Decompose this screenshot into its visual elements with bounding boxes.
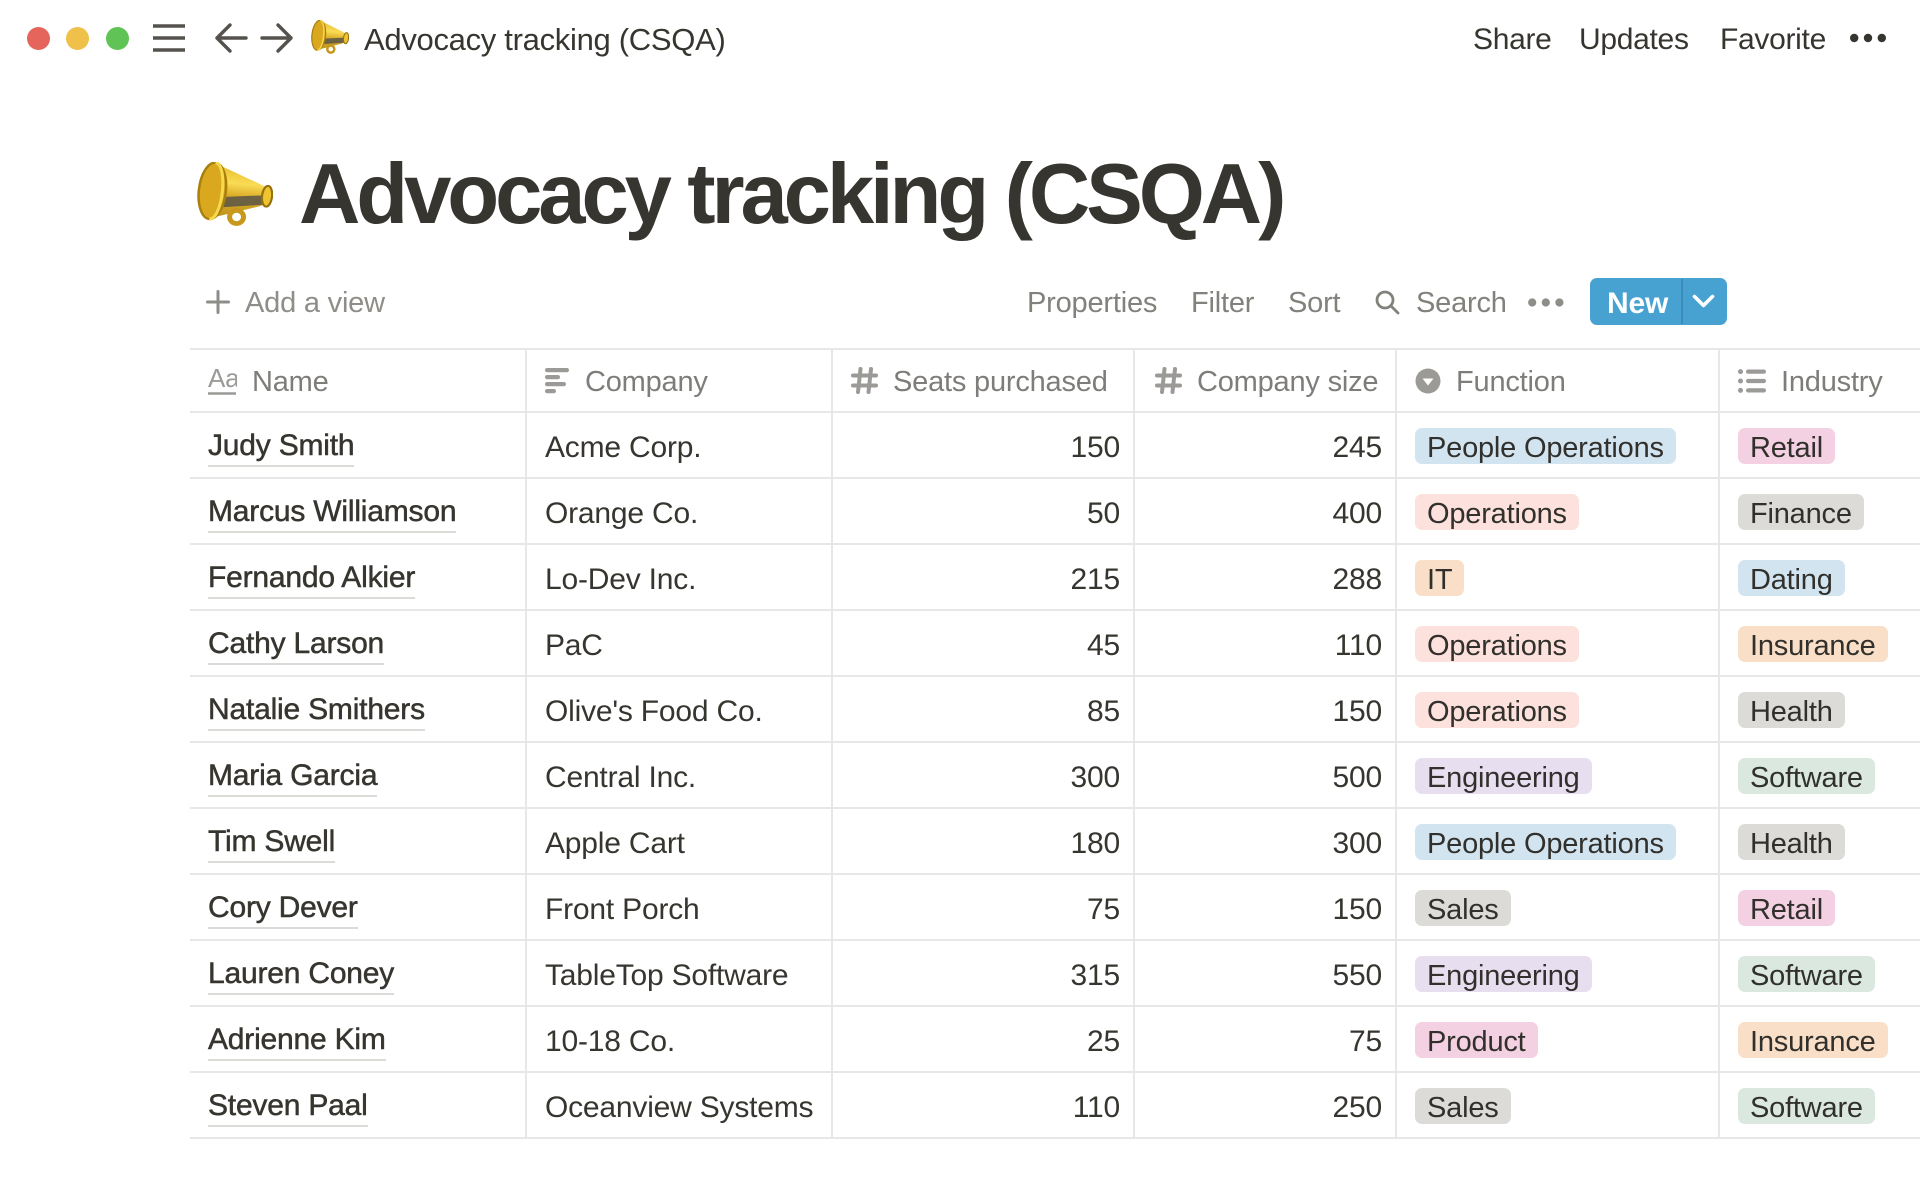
svg-text:Aa: Aa	[208, 366, 237, 393]
